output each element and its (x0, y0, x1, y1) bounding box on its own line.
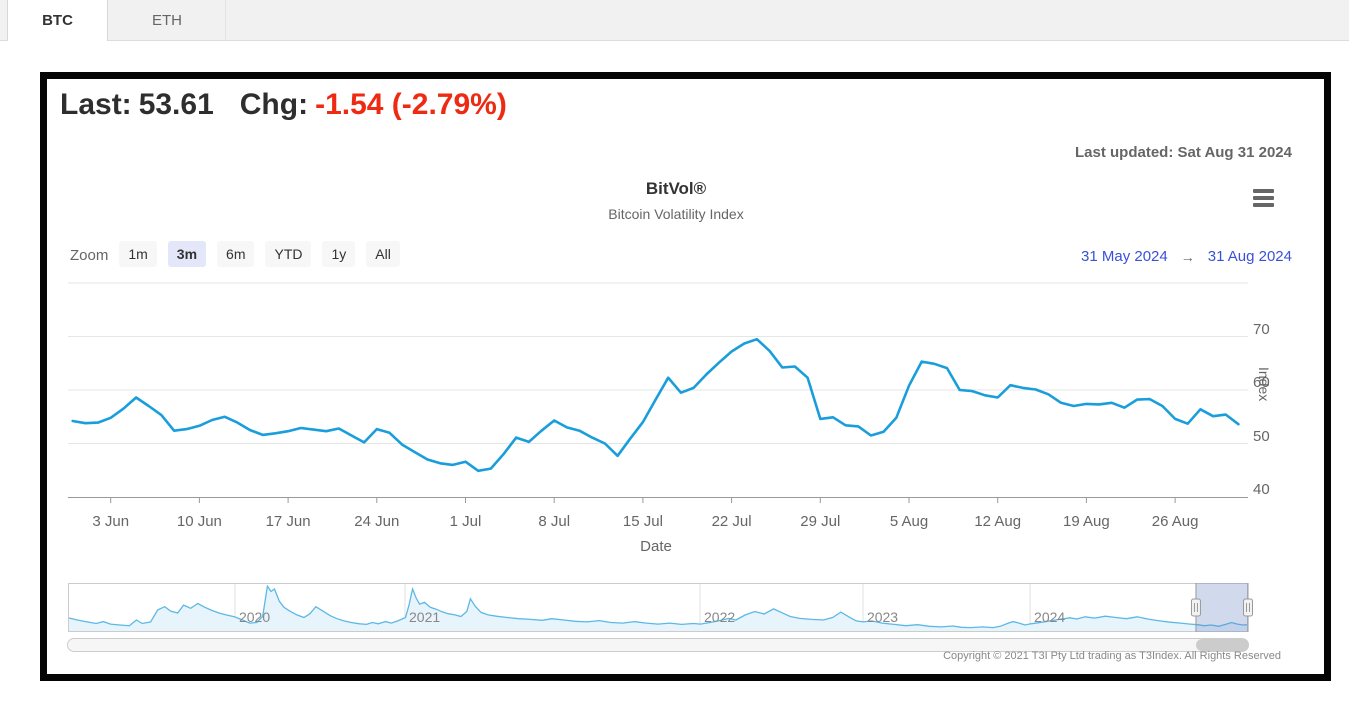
x-axis-label: 15 Jul (622, 513, 663, 530)
x-axis-label: 5 Aug (889, 513, 929, 530)
chart-menu-button[interactable] (1253, 189, 1275, 207)
range-arrow-icon: → (1180, 248, 1195, 265)
x-axis-label: 29 Jul (800, 513, 841, 530)
chg-label: Chg: (239, 88, 309, 121)
zoom-button-1m[interactable]: 1m (119, 241, 157, 267)
x-axis-label: 8 Jul (538, 513, 571, 530)
y-axis-label: 60 (1253, 374, 1270, 391)
navigator-left-handle[interactable] (1190, 598, 1201, 617)
chart-card: Last: 53.61 Chg: -1.54 (-2.79%) Last update… (40, 72, 1331, 681)
chg-value: -1.54 (-2.79%) (315, 88, 507, 121)
x-axis-label: 24 Jun (354, 513, 400, 530)
navigator-area (68, 586, 1248, 632)
last-price-header: Last: 53.61 Chg: -1.54 (-2.79%) (60, 88, 507, 122)
zoom-button-3m[interactable]: 3m (167, 241, 207, 267)
x-axis-label: 10 Jun (176, 513, 222, 530)
zoom-button-1y[interactable]: 1y (322, 241, 356, 267)
zoom-label: Zoom (70, 246, 109, 264)
x-axis-label: 12 Aug (974, 513, 1022, 530)
hamburger-icon (1253, 196, 1274, 200)
navigator-svg[interactable] (67, 583, 1253, 632)
zoom-button-ytd[interactable]: YTD (265, 241, 312, 267)
x-axis-label: 1 Jul (449, 513, 482, 530)
range-to-input[interactable]: 31 Aug 2024 (1207, 248, 1292, 265)
y-axis-title: Index (1256, 367, 1272, 402)
chart-title: BitVol® (645, 179, 707, 198)
price-chart-svg[interactable] (68, 282, 1249, 507)
zoom-button-6m[interactable]: 6m (217, 241, 255, 267)
navigator-year-label: 2023 (866, 609, 899, 625)
x-axis-label: 17 Jun (265, 513, 311, 530)
navigator-year-label: 2021 (409, 609, 441, 625)
x-axis-title: Date (640, 538, 672, 555)
y-axis-label: 70 (1253, 320, 1270, 338)
x-axis-label: 19 Aug (1063, 513, 1110, 530)
tab-eth[interactable]: ETH (109, 0, 226, 40)
last-label: Last: (60, 88, 132, 121)
hamburger-icon (1253, 203, 1274, 207)
date-range-selector: 31 May 2024 → 31 Aug 2024 (1081, 248, 1292, 265)
hamburger-icon (1253, 189, 1274, 193)
asset-tab-bar: BTC ETH (0, 0, 1349, 41)
copyright-text: Copyright © 2021 T3I Pty Ltd trading as … (943, 650, 1281, 662)
navigator-right-handle[interactable] (1243, 598, 1253, 617)
x-axis-label: 22 Jul (711, 513, 752, 530)
y-axis-label: 40 (1253, 481, 1270, 498)
x-axis-label: 26 Aug (1151, 513, 1199, 530)
last-value: 53.61 (138, 88, 214, 121)
navigator-year-label: 2022 (704, 609, 736, 625)
navigator-line (67, 584, 1249, 629)
navigator-selected-mask[interactable] (1195, 583, 1248, 632)
zoom-button-all[interactable]: All (366, 241, 400, 267)
x-axis-label: 3 Jun (92, 513, 130, 530)
navigator-scrollbar-thumb[interactable] (1196, 639, 1249, 651)
zoom-button-group: Zoom 1m 3m 6m YTD 1y All (70, 241, 411, 267)
chart-subtitle: Bitcoin Volatility Index (608, 206, 744, 222)
range-from-input[interactable]: 31 May 2024 (1081, 248, 1168, 265)
bitvol-series-line (71, 337, 1240, 473)
last-updated-text: Last updated: Sat Aug 31 2024 (1074, 144, 1292, 161)
navigator-year-label: 2024 (1034, 609, 1066, 625)
tab-btc[interactable]: BTC (7, 0, 108, 41)
navigator-scrollbar-track[interactable] (67, 638, 1249, 652)
navigator-year-label: 2020 (238, 609, 271, 625)
y-axis-label: 50 (1253, 427, 1270, 445)
